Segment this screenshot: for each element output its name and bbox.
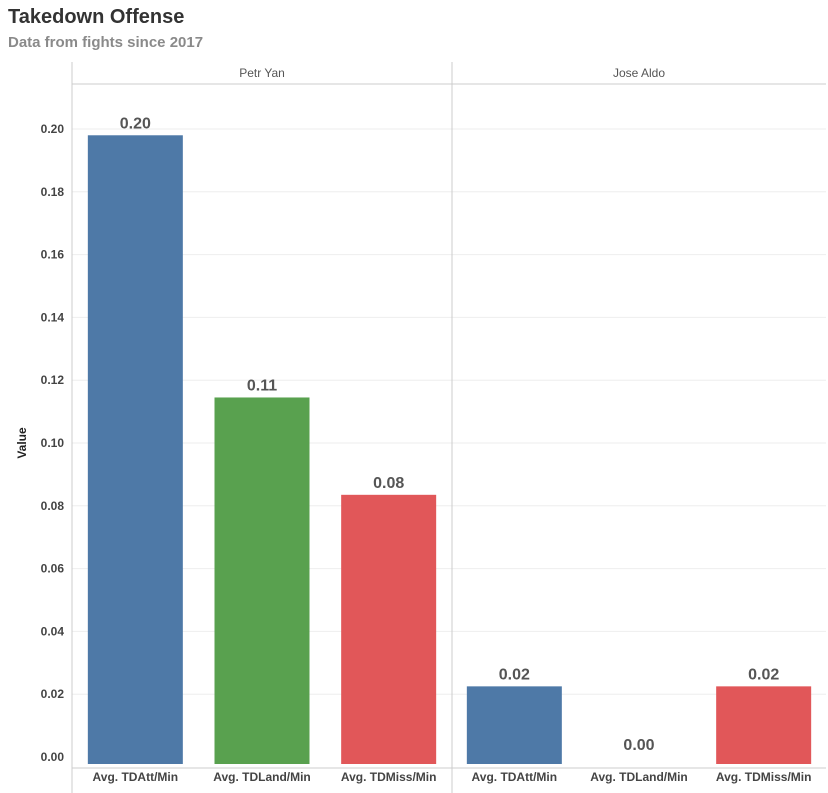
chart-title: Takedown Offense [8,6,185,28]
y-tick-label: 0.04 [41,624,65,638]
y-tick-label: 0.16 [41,248,65,262]
y-axis-title: Value [15,427,29,459]
y-tick-label: 0.14 [41,310,65,324]
y-tick-label: 0.10 [41,436,65,450]
bar [466,686,562,764]
y-tick-label: 0.20 [41,122,65,136]
bar-value-label: 0.11 [247,377,277,394]
y-tick-label: 0.08 [41,499,65,513]
y-tick-label: 0.02 [41,687,65,701]
bar [214,397,310,764]
y-tick-label: 0.18 [41,185,65,199]
bar [87,135,183,764]
y-tick-label: 0.06 [41,562,65,576]
bar-value-label: 0.00 [623,737,654,754]
x-category-label: Avg. TDLand/Min [213,770,311,784]
panel-header: Jose Aldo [613,66,665,80]
x-category-label: Avg. TDMiss/Min [341,770,437,784]
chart-subtitle: Data from fights since 2017 [8,34,204,51]
bar [716,686,812,764]
y-tick-label: 0.00 [41,750,65,764]
bar-value-label: 0.08 [373,475,404,492]
panel-header: Petr Yan [239,66,285,80]
y-tick-label: 0.12 [41,373,65,387]
x-category-label: Avg. TDAtt/Min [472,770,558,784]
bar-value-label: 0.02 [499,666,530,683]
x-category-label: Avg. TDAtt/Min [93,770,179,784]
bar-value-label: 0.02 [748,666,779,683]
x-category-label: Avg. TDMiss/Min [716,770,812,784]
x-category-label: Avg. TDLand/Min [590,770,688,784]
bar-value-label: 0.20 [120,115,151,132]
bar [341,494,437,764]
